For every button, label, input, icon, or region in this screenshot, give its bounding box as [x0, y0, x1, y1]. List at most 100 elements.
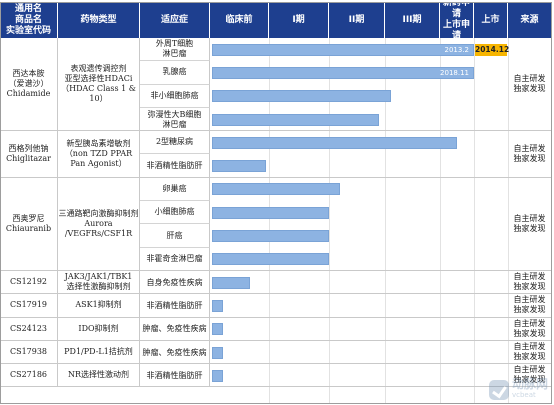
- phase-gridline: [474, 38, 475, 404]
- drug-type-text: NR选择性激动剂: [67, 370, 130, 380]
- drug-name-text: CS24123: [9, 323, 48, 333]
- header-phase-2: II期: [329, 2, 385, 38]
- drug-row: CS12192 JAK3/JAK1/TBK1 选择性激酶抑制剂 自主研发 独家发现 自…: [0, 271, 552, 295]
- header-label: 适应症: [160, 14, 188, 25]
- watermark: 动脉网 vcbeat: [488, 377, 548, 401]
- drug-type-text: 表观遗传调控剂 亚型选择性HDACi （HDAC Class 1 & 10）: [61, 64, 136, 104]
- indication-cell: 外周T细胞 淋巴瘤: [140, 38, 210, 62]
- indication-cell: 自身免疫性疾病: [140, 271, 210, 295]
- indication-label: 乳腺癌: [162, 67, 187, 77]
- milestone-date: 2013.2: [444, 45, 470, 54]
- drug-name-text: CS27186: [9, 370, 48, 380]
- header-source: 来源: [508, 2, 552, 38]
- header-label: 上市: [481, 14, 500, 25]
- phase-progress-bar: [212, 90, 391, 103]
- indication-cell: 弥漫性大B细胞 淋巴瘤: [140, 107, 210, 132]
- watermark-logo-icon: [488, 380, 509, 400]
- header-label: III期: [402, 14, 422, 25]
- drug-type: ASK1抑制剂: [58, 294, 140, 317]
- watermark-sub: vcbeat: [511, 391, 536, 399]
- drug-source: 自主研发 独家发现: [508, 294, 552, 317]
- header-label: 来源: [520, 14, 539, 25]
- drug-type: IDO抑制剂: [58, 317, 140, 340]
- drug-source: 自主研发 独家发现: [508, 177, 552, 270]
- indication-label: 自身免疫性疾病: [146, 277, 203, 287]
- drug-type: 三通路靶向激酶抑制剂 Aurora /VEGFRs/CSF1R: [58, 177, 140, 270]
- indication-label: 非酒精性脂肪肝: [146, 300, 203, 310]
- indication-cell: 肝癌: [140, 224, 210, 248]
- watermark-brand: 动脉网: [511, 377, 548, 391]
- phase-progress-bar: 2018.11: [212, 66, 474, 79]
- drug-source-text: 自主研发 独家发现: [513, 213, 546, 233]
- drug-type-text: 三通路靶向激酶抑制剂 Aurora /VEGFRs/CSF1R: [58, 208, 139, 238]
- phase-progress-bar: [212, 113, 380, 126]
- phase-progress-bar: [212, 183, 341, 196]
- drug-source: 自主研发 独家发现: [508, 340, 552, 364]
- indication-label: 非小细胞肺癌: [150, 90, 199, 100]
- drug-source-text: 自主研发 独家发现: [513, 295, 546, 315]
- indication-cell: 非酒精性脂肪肝: [140, 294, 210, 318]
- indication-cell: 非霍奇金淋巴瘤: [140, 247, 210, 271]
- phase-progress-bar: [212, 160, 267, 173]
- indication-cell: 2型糖尿病: [140, 131, 210, 155]
- phase-progress-bar: [212, 323, 223, 336]
- header-phase-3: III期: [385, 2, 440, 38]
- phase-progress-bar: [212, 136, 457, 149]
- drug-type-text: JAK3/JAK1/TBK1 选择性激酶抑制剂: [64, 272, 133, 292]
- header-label: 通用名 商品名 实验室代码: [5, 3, 51, 36]
- indication-cell: 乳腺癌: [140, 61, 210, 85]
- header-preclinical: 临床前: [210, 2, 269, 38]
- indication-cell: 非酒精性脂肪肝: [140, 364, 210, 388]
- phase-progress-bar: [212, 369, 223, 382]
- indication-label: 外周T细胞 淋巴瘤: [155, 39, 194, 59]
- drug-source-text: 自主研发 独家发现: [513, 74, 546, 94]
- drug-row: CS24123 IDO抑制剂 自主研发 独家发现 肿瘤、免疫性疾病: [0, 317, 552, 341]
- indication-cell: 非酒精性脂肪肝: [140, 154, 210, 178]
- indication-label: 肝癌: [166, 230, 183, 240]
- drug-name-text: 西奥罗尼 Chiauranib: [5, 213, 52, 233]
- drug-row: CS17938 PD1/PD-L1拮抗剂 自主研发 独家发现 肿瘤、免疫性疾病: [0, 340, 552, 365]
- phase-progress-bar: [212, 276, 251, 289]
- header-label: 新药申请 上市申请: [442, 0, 470, 41]
- drug-row: CS17919 ASK1抑制剂 自主研发 独家发现 非酒精性脂肪肝: [0, 294, 552, 318]
- drug-name: CS17919: [0, 294, 58, 317]
- header-label: 临床前: [225, 14, 253, 25]
- approval-date-badge: 2014.12: [475, 43, 510, 56]
- indication-cell: 肿瘤、免疫性疾病: [140, 317, 210, 341]
- phase-progress-bar: [212, 346, 223, 359]
- indication-label: 2型糖尿病: [155, 137, 194, 147]
- milestone-date: 2018.11: [440, 68, 469, 77]
- phase-gridline: [269, 38, 270, 404]
- phase-gridline: [440, 38, 441, 404]
- indication-cell: 非小细胞肺癌: [140, 84, 210, 108]
- drug-name: 西格列他钠 Chiglitazar: [0, 131, 58, 177]
- drug-type: PD1/PD-L1拮抗剂: [58, 340, 140, 364]
- indication-label: 弥漫性大B细胞 淋巴瘤: [147, 109, 202, 129]
- drug-source: 自主研发 独家发现: [508, 271, 552, 294]
- indication-cell: 小细胞肺癌: [140, 201, 210, 225]
- indication-label: 非酒精性脂肪肝: [146, 161, 203, 171]
- indication-label: 肿瘤、免疫性疾病: [142, 324, 207, 334]
- drug-row: 西奥罗尼 Chiauranib 三通路靶向激酶抑制剂 Aurora /VEGFRs…: [0, 177, 552, 271]
- drug-source: 自主研发 独家发现: [508, 131, 552, 177]
- phase-progress-bar: [212, 206, 329, 219]
- drug-name: CS24123: [0, 317, 58, 340]
- indication-label: 非酒精性脂肪肝: [146, 370, 203, 380]
- drug-source: 自主研发 独家发现: [508, 317, 552, 340]
- indication-label: 小细胞肺癌: [154, 207, 195, 217]
- phase-progress-bar: [212, 253, 329, 266]
- drug-name: CS17938: [0, 340, 58, 364]
- drug-source: 自主研发 独家发现: [508, 38, 552, 131]
- phase-gridline: [329, 38, 330, 404]
- drug-name-text: CS17919: [9, 300, 48, 310]
- drug-source-text: 自主研发 独家发现: [513, 143, 546, 163]
- drug-source-text: 自主研发 独家发现: [513, 365, 546, 385]
- drug-row: 西达本胺 （爱谱沙） Chidamide 表观遗传调控剂 亚型选择性HDACi （…: [0, 38, 552, 132]
- header-label: 药物类型: [80, 14, 117, 25]
- drug-source-text: 自主研发 独家发现: [513, 272, 546, 292]
- phase-progress-bar: 2013.2: [212, 43, 474, 56]
- drug-type: NR选择性激动剂: [58, 364, 140, 387]
- phase-gridline: [385, 38, 386, 404]
- drug-name-text: 西达本胺 （爱谱沙） Chidamide: [6, 69, 51, 99]
